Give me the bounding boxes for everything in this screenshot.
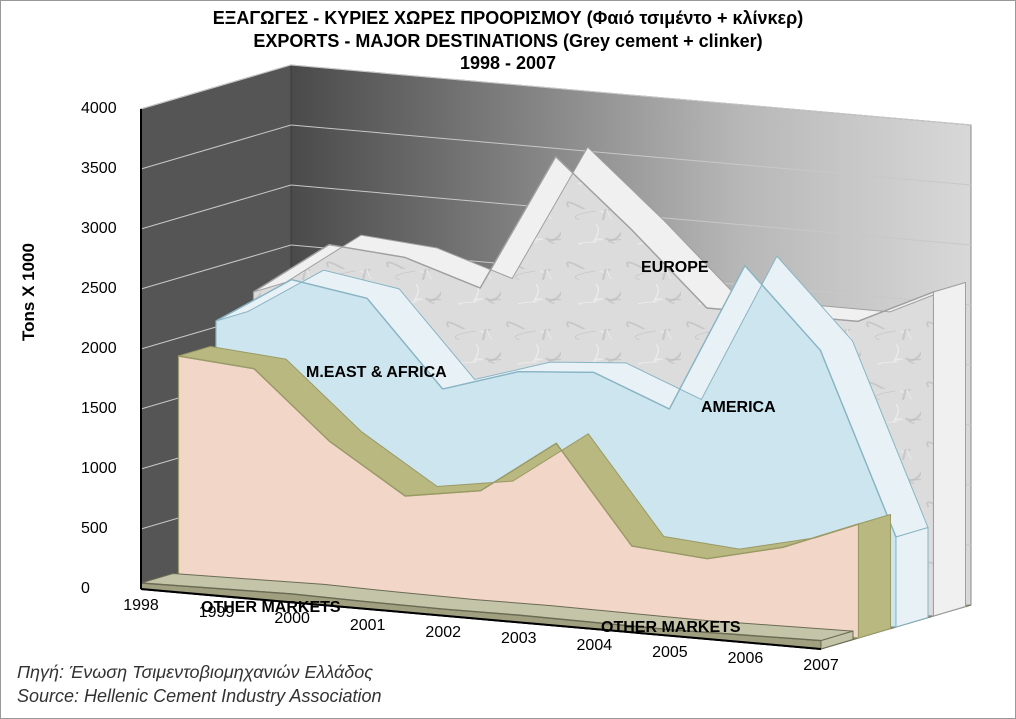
- x-tick: 2003: [501, 630, 537, 648]
- chart-container: ΕΞΑΓΩΓΕΣ - ΚΥΡΙΕΣ ΧΩΡΕΣ ΠΡΟΟΡΙΣΜΟΥ (Φαιό…: [0, 0, 1016, 719]
- y-axis-label: Tons X 1000: [19, 243, 39, 341]
- series-label-europe: EUROPE: [641, 259, 709, 277]
- source-block: Πηγή: Ένωση Τσιμεντοβιομηχανιών Ελλάδος …: [17, 661, 382, 708]
- series-label-america: AMERICA: [701, 399, 776, 417]
- source-line-2: Source: Hellenic Cement Industry Associa…: [17, 685, 382, 708]
- x-tick: 2002: [425, 624, 461, 642]
- x-tick: 2004: [577, 637, 613, 655]
- title-line-2: EXPORTS - MAJOR DESTINATIONS (Grey cemen…: [1, 30, 1015, 53]
- series-label-other-markets: OTHER MARKETS: [601, 619, 741, 637]
- source-line-1: Πηγή: Ένωση Τσιμεντοβιομηχανιών Ελλάδος: [17, 661, 382, 684]
- title-line-3: 1998 - 2007: [1, 52, 1015, 75]
- x-tick: 1998: [123, 597, 159, 615]
- x-tick: 2001: [350, 617, 386, 635]
- plot-area: 0500100015002000250030003500400019981999…: [81, 89, 981, 649]
- x-tick: 2007: [803, 657, 839, 675]
- x-tick: 2006: [728, 650, 764, 668]
- chart-title: ΕΞΑΓΩΓΕΣ - ΚΥΡΙΕΣ ΧΩΡΕΣ ΠΡΟΟΡΙΣΜΟΥ (Φαιό…: [1, 7, 1015, 75]
- series-label-m-east-africa: M.EAST & AFRICA: [306, 364, 447, 382]
- plot-svg: [81, 89, 981, 649]
- series-label-other-markets: OTHER MARKETS: [201, 599, 341, 617]
- title-line-1: ΕΞΑΓΩΓΕΣ - ΚΥΡΙΕΣ ΧΩΡΕΣ ΠΡΟΟΡΙΣΜΟΥ (Φαιό…: [1, 7, 1015, 30]
- x-tick: 2005: [652, 644, 688, 662]
